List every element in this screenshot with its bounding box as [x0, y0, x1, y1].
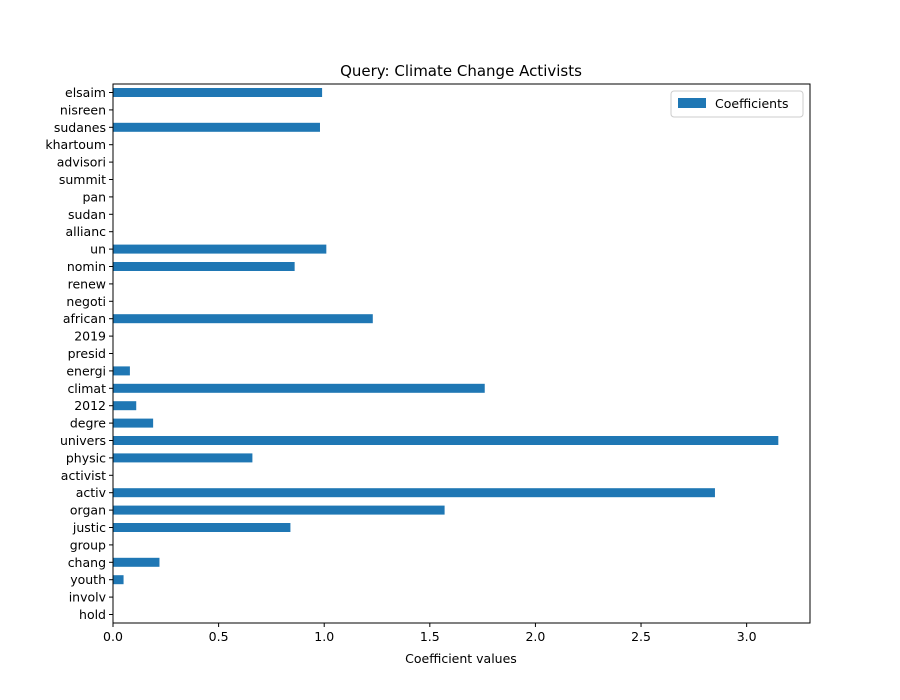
y-tick-label: organ	[70, 503, 106, 518]
x-tick-label: 2.0	[525, 629, 545, 644]
y-tick-label: un	[90, 242, 106, 257]
bar-chang	[113, 557, 160, 567]
bar-activ	[113, 488, 715, 498]
bar-nomin	[113, 262, 295, 271]
y-tick-label: degre	[70, 416, 106, 431]
y-tick-label: nisreen	[60, 102, 106, 117]
bar-justic	[113, 523, 291, 532]
bar-climat	[113, 383, 485, 393]
x-tick-label: 2.5	[631, 629, 651, 644]
y-tick-label: african	[63, 311, 106, 326]
y-tick-label: sudan	[68, 207, 106, 222]
y-tick-label: justic	[72, 520, 106, 535]
legend-swatch	[678, 98, 706, 108]
y-tick-label: renew	[68, 276, 106, 291]
y-tick-label: advisori	[57, 155, 106, 170]
y-tick-label: allianc	[65, 224, 106, 239]
y-tick-label: hold	[79, 607, 106, 622]
y-tick-label: activist	[61, 468, 106, 483]
x-tick-label: 3.0	[737, 629, 757, 644]
x-tick-label: 1.5	[420, 629, 440, 644]
chart-title: Query: Climate Change Activists	[340, 62, 582, 80]
bar-sudanes	[113, 122, 320, 132]
y-tick-label: chang	[68, 555, 106, 570]
legend-label: Coefficients	[715, 96, 789, 111]
x-tick-label: 0.0	[103, 629, 123, 644]
plot-frame	[112, 83, 811, 624]
bar-energi	[113, 366, 130, 376]
bar-univers	[113, 436, 779, 445]
y-tick-label: group	[70, 537, 106, 552]
y-tick-label: energi	[66, 363, 106, 378]
y-tick-label: climat	[67, 381, 106, 396]
y-tick-label: involv	[69, 590, 107, 605]
bar-youth	[113, 575, 124, 585]
y-tick-label: 2012	[74, 398, 106, 413]
y-tick-label: summit	[59, 172, 106, 187]
legend-box	[670, 90, 804, 118]
y-tick-label: khartoum	[45, 137, 106, 152]
bar-elsaim	[113, 88, 323, 97]
bars-group	[113, 88, 779, 585]
y-axis-ticks: elsaim nisreen sudanes khartoum advisori summ…	[45, 85, 113, 622]
y-tick-label: sudanes	[54, 120, 106, 135]
y-tick-label: pan	[82, 189, 106, 204]
bar-degre	[113, 418, 154, 428]
x-tick-label: 0.5	[209, 629, 229, 644]
y-tick-label: 2019	[74, 329, 106, 344]
y-tick-label: nomin	[67, 259, 106, 274]
y-tick-label: activ	[76, 485, 107, 500]
bar-organ	[113, 505, 445, 515]
y-tick-label: youth	[70, 572, 106, 587]
y-tick-label: negoti	[66, 294, 106, 309]
x-tick-label: 1.0	[314, 629, 334, 644]
x-axis-ticks: 0.0 0.5 1.0 1.5 2.0 2.5 3.0	[103, 623, 757, 644]
bar-2012	[113, 401, 137, 411]
x-axis-label: Coefficient values	[405, 651, 517, 666]
legend: Coefficients	[670, 90, 804, 118]
bar-physic	[113, 453, 253, 463]
bar-african	[113, 314, 373, 324]
y-tick-label: elsaim	[65, 85, 106, 100]
y-tick-label: univers	[60, 433, 106, 448]
y-tick-label: presid	[68, 346, 106, 361]
y-tick-label: physic	[66, 450, 106, 465]
bar-un	[113, 244, 327, 254]
